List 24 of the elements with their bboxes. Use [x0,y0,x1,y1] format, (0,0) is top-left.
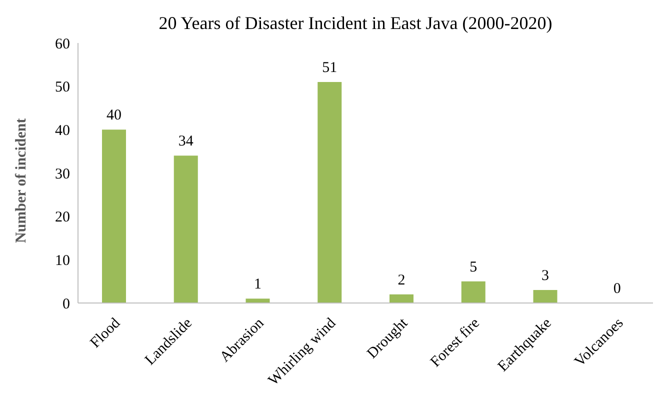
bar [390,294,414,303]
y-tick-label: 40 [55,122,70,139]
bar [461,281,486,303]
chart-title: 20 Years of Disaster Incident in East Java (2000-2020) [158,12,554,35]
y-tick-label: 60 [55,36,70,52]
bar [102,130,126,303]
bar [318,82,342,303]
bar [533,290,558,303]
bar [246,298,270,303]
data-label: 3 [541,268,549,284]
data-label: 40 [106,108,122,124]
bar [174,156,198,303]
y-tick-label: 50 [55,80,70,96]
y-tick-label: 30 [55,166,70,182]
data-label: 34 [178,134,194,150]
data-label: 5 [470,259,478,276]
data-label: 1 [254,276,262,293]
data-label: 51 [322,60,338,76]
y-axis-title: Number of incident [13,118,30,243]
data-label: 0 [613,281,621,297]
y-tick-label: 20 [55,210,70,226]
data-label: 2 [398,272,406,288]
y-tick-label: 10 [55,252,70,269]
y-tick-label: 0 [62,296,70,312]
